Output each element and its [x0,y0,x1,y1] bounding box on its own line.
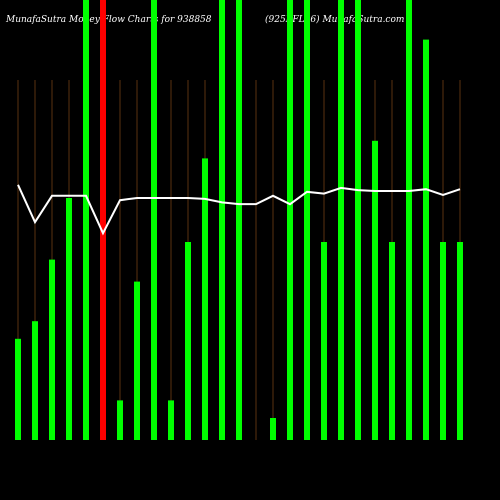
bar [134,281,140,440]
bar [304,0,310,440]
bar [355,0,361,440]
bar [338,0,344,440]
bar [49,259,55,440]
bar [287,0,293,440]
bar [236,0,242,440]
bar [202,158,208,440]
bar [32,321,38,440]
bar [185,242,191,440]
bar [423,39,429,440]
bar [372,140,378,441]
bar [440,242,446,440]
bar [389,242,395,440]
bar [151,0,157,440]
flow-line [17,184,461,236]
bar [219,0,225,440]
bar [83,0,89,440]
bar [15,338,21,440]
bar [100,0,106,440]
bar [406,0,412,440]
bar [270,418,276,440]
bar [117,400,123,440]
bar [66,198,72,440]
bar [168,400,174,440]
bar [457,242,463,440]
bar [321,242,327,440]
chart-title: MunafaSutra Money Flow Charts for 938858 [5,15,212,25]
chart-subtitle: (925KFL26) MunafaSutra.com [265,14,404,25]
